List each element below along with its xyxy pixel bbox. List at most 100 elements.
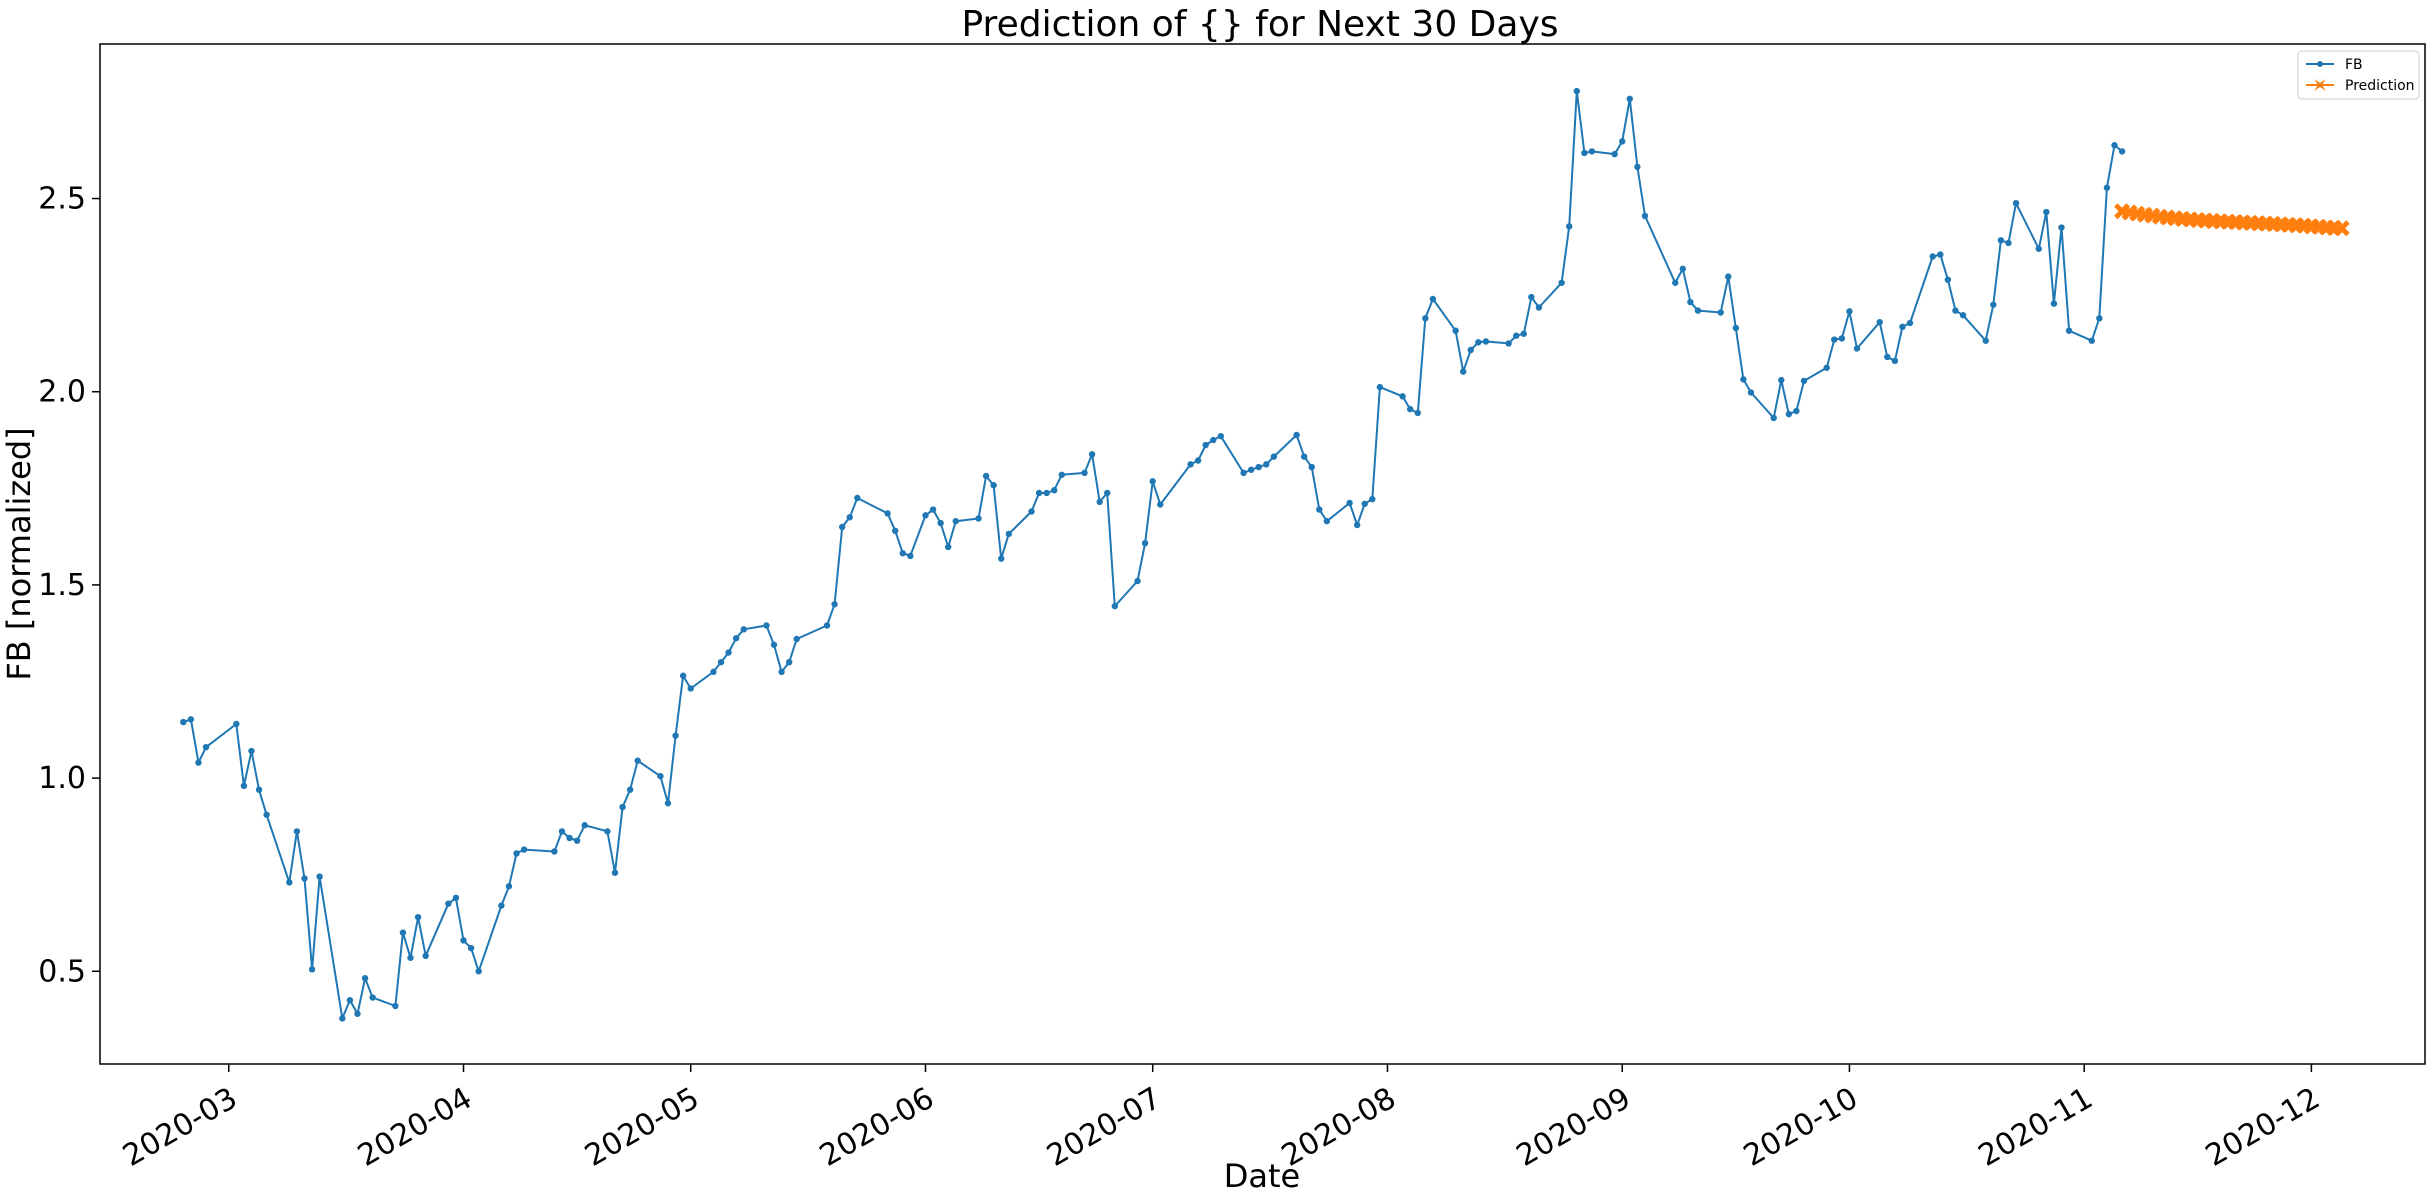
series-fb-point [1035,489,1043,497]
series-fb-point [2043,208,2050,216]
series-fb-point [884,510,891,517]
x-tick-label: 2020-07 [1041,1081,1167,1174]
series-fb-point [1959,312,1967,319]
series-fb-point [1058,471,1066,478]
series-fb-point [1081,469,1088,477]
series-fb-point [1028,508,1035,515]
x-tick-label: 2020-12 [2200,1081,2326,1174]
series-fb-point [1293,431,1300,439]
series-fb-point [1884,353,1891,361]
series-fb-point [1626,95,1634,103]
series-fb-point [740,626,747,633]
series-fb-point [626,786,634,793]
series-fb-point [611,869,619,876]
series-fb-point [831,601,838,608]
series-fb-point [922,512,929,519]
series-fb-point [1740,376,1747,383]
series-fb-point [929,506,937,513]
series-fb-point [823,622,831,629]
series-fb-point [2118,148,2126,155]
legend-fb-marker [2317,61,2323,67]
series-fb-point [1800,377,1808,385]
series-fb-point [1937,251,1944,258]
series-fb-point [361,975,369,982]
series-fb-point [414,913,422,921]
series-fb-point [1043,489,1050,497]
series-fb-point [1573,87,1580,95]
series-fb-point [1641,212,1649,220]
series-fb-point [679,672,687,679]
legend-entry-fb: FB [2306,57,2363,73]
series-fb-point [180,718,187,726]
series-fb-point [399,929,407,936]
series-fb-point [392,1002,399,1010]
series-fb-point [1535,304,1543,311]
series-fb-point [301,875,308,882]
series-fb-point [1694,307,1702,314]
series-fb-point [2096,315,2103,322]
series-fb-point [998,555,1005,562]
series-fb-point [838,523,846,531]
series-fb-point [1747,389,1755,396]
series-fb-point [725,649,732,656]
series-fb-line [182,90,2123,1020]
series-fb-point [664,800,672,807]
series-fb-point [778,668,785,676]
series-fb-point [2103,184,2111,191]
series-fb-point [1611,150,1618,158]
series-fb-point [2088,337,2095,344]
series-fb-point [1566,223,1573,230]
series-fb-point [248,747,255,755]
series-fb-point [975,515,982,522]
series-fb-point [1149,478,1156,485]
series-fb-point [1732,324,1740,332]
series-fb-point [770,641,778,648]
series-fb-point [1634,163,1641,171]
series-fb-point [1202,441,1209,449]
series-fb-point [2050,300,2058,307]
series-fb-point [233,720,240,728]
series-fb-point [793,635,800,643]
series-fb-point [657,772,664,780]
series-fb-point [1316,506,1323,513]
series-fb-point [634,757,641,764]
series-fb-point [452,894,460,902]
series-fb-point [1725,273,1732,280]
series-fb-point [907,552,914,560]
series-fb-point [1240,469,1247,477]
series-fb-point [558,828,566,835]
series-fb-point [1323,517,1331,525]
series-fb-point [1528,293,1535,301]
y-axis: 0.5 1.0 1.5 2.0 2.5 [38,182,100,989]
series-fb-point [982,472,990,480]
series-fb-point [937,519,944,527]
series-fb-point [952,517,959,525]
series-fb-point [195,759,202,766]
series-fb-point [1838,335,1846,342]
series-fb-point [1679,265,1687,273]
x-tick-label: 2020-09 [1511,1081,1637,1174]
series-fb-point [286,879,293,886]
series-fb-point [1157,501,1164,508]
series-fb-point [687,685,694,692]
series-fb-point [1088,451,1096,458]
series-fb-point [498,902,505,909]
series-fb-point [1452,327,1459,334]
series-fb-point [316,873,323,880]
series-fb-point [2065,327,2073,334]
series-fb-point [604,828,611,835]
legend-fb-label: FB [2345,57,2363,73]
series-fb-point [520,846,528,853]
series-fb-point [619,803,626,811]
series-fb-point [2035,245,2042,252]
series-fb-point [1300,453,1308,460]
series-fb-point [1467,346,1474,354]
series-fb-point [2058,224,2065,231]
series-fb-point [945,543,952,551]
x-tick-label: 2020-05 [579,1081,705,1174]
series-fb-point [1876,318,1883,326]
x-tick-label: 2020-11 [1973,1081,2099,1174]
series-fb-point [854,494,861,502]
x-axis-label: Date [1224,1157,1300,1195]
